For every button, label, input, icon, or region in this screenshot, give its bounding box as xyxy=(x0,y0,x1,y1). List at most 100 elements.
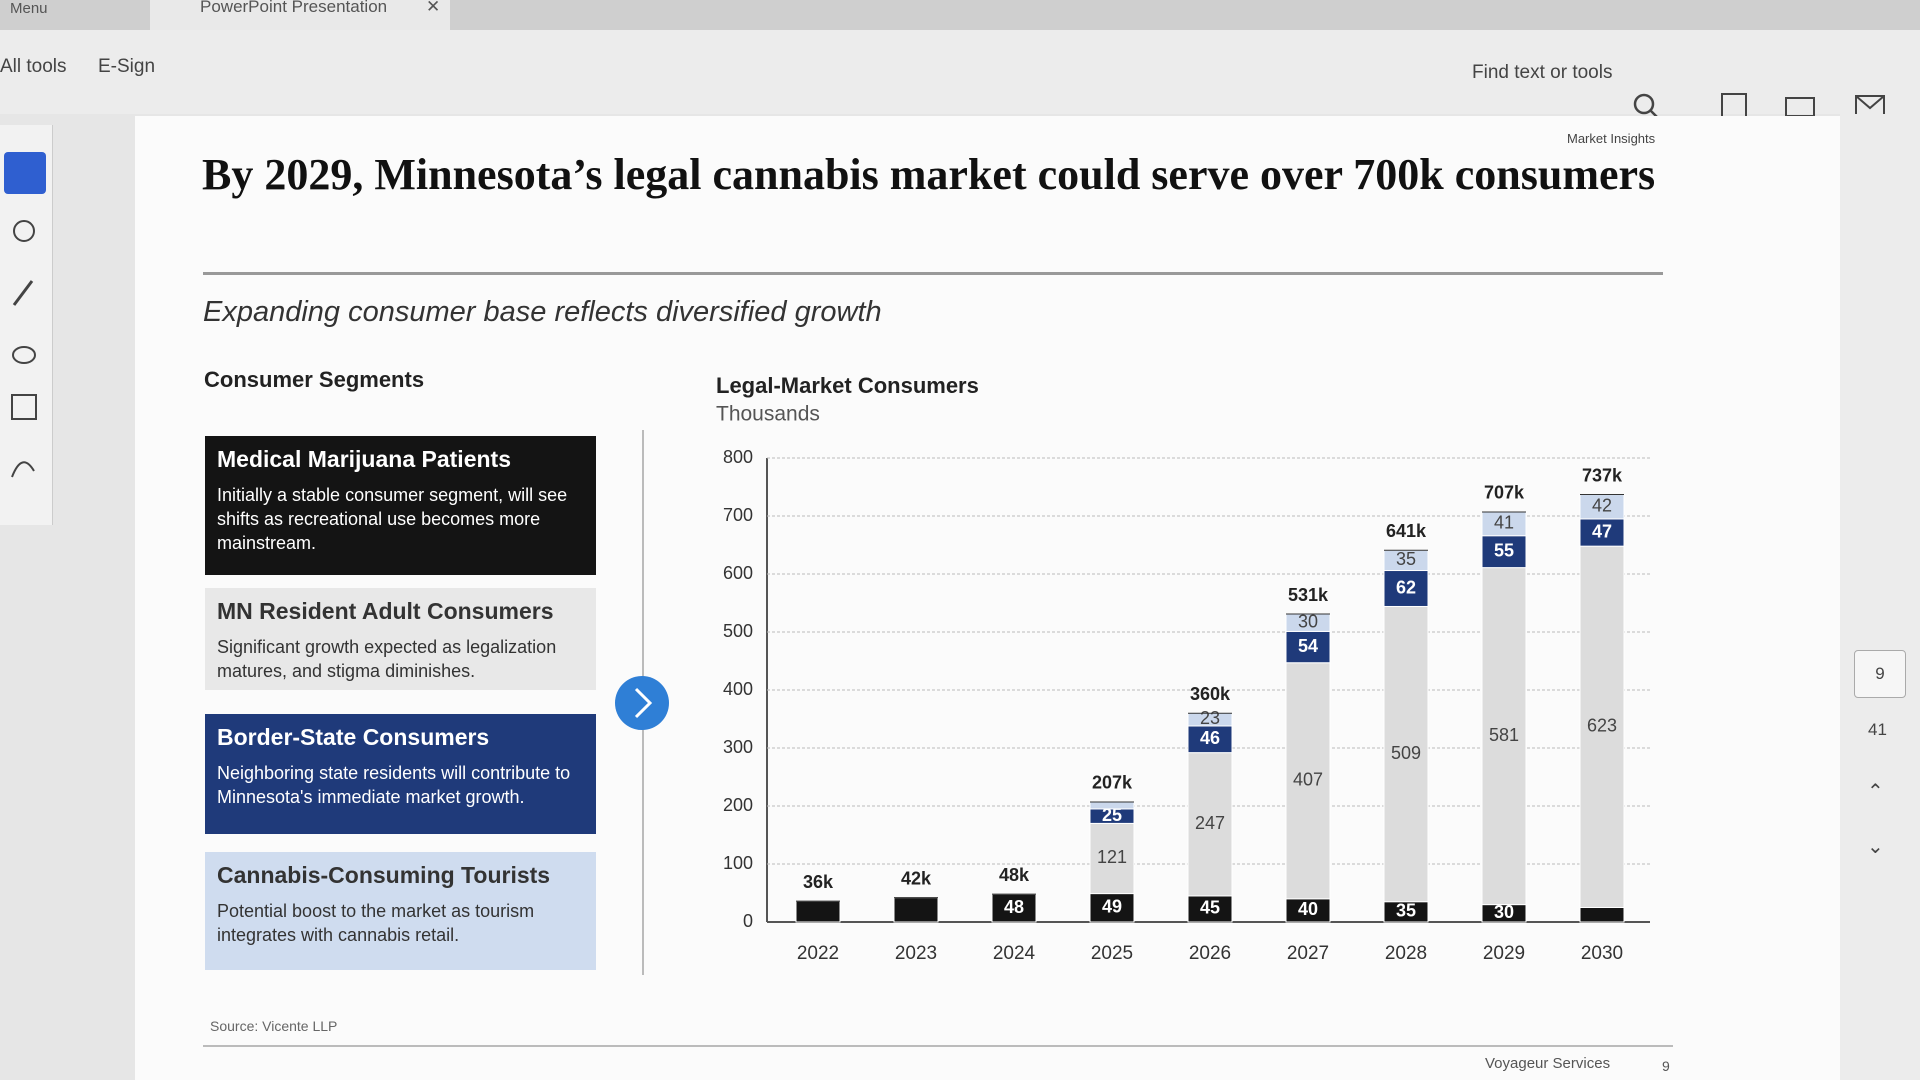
segment-label: 121 xyxy=(1097,847,1127,867)
bar-segment xyxy=(1187,725,1233,754)
segment-text: Initially a stable consumer segment, wil… xyxy=(217,485,568,553)
segment-card: MN Resident Adult Consumers Significant g… xyxy=(205,588,596,690)
tool-icons xyxy=(11,220,37,478)
segment-text: Potential boost to the market as tourism… xyxy=(217,901,535,945)
y-tick-label: 800 xyxy=(723,447,753,467)
title-rule xyxy=(203,272,1663,275)
select-tool[interactable] xyxy=(4,152,46,194)
e-sign[interactable]: E-Sign xyxy=(98,56,156,77)
slide-title: By 2029, Minnesota’s legal cannabis mark… xyxy=(202,150,1656,199)
footer: Voyageur Services xyxy=(1485,1055,1611,1072)
bar-segment xyxy=(1383,605,1429,903)
y-tick-label: 100 xyxy=(723,853,753,873)
bar-segment xyxy=(1089,822,1135,895)
toolbar: All tools E-Sign Find text or tools xyxy=(0,30,1920,119)
segment-title: Cannabis-Consuming Tourists xyxy=(217,862,551,888)
y-tick-label: 0 xyxy=(743,911,753,931)
x-tick-label: 2027 xyxy=(1287,943,1329,964)
slide-page-number: 9 xyxy=(1662,1058,1670,1074)
x-tick-label: 2026 xyxy=(1189,943,1231,964)
bar-segment xyxy=(893,897,939,923)
page-input[interactable]: 9 xyxy=(1854,650,1906,698)
segment-label: 62 xyxy=(1396,577,1416,597)
segment-label: 581 xyxy=(1489,725,1519,745)
segment-title: Border-State Consumers xyxy=(217,724,490,750)
segment-label: 47 xyxy=(1592,521,1612,541)
y-tick-label: 600 xyxy=(723,563,753,583)
y-tick-label: 300 xyxy=(723,737,753,757)
menu[interactable]: Menu xyxy=(10,0,48,17)
segment-label: 41 xyxy=(1494,513,1514,533)
y-tick-label: 200 xyxy=(723,795,753,815)
segment-label: 407 xyxy=(1293,770,1323,790)
slide-tag: Market Insights xyxy=(1567,131,1656,146)
segment-label: 55 xyxy=(1494,540,1514,560)
segment-label: 35 xyxy=(1396,901,1416,921)
bar-segment xyxy=(991,893,1037,923)
total-label: 641k xyxy=(1386,521,1427,541)
segment-label: 54 xyxy=(1298,636,1318,656)
segment-label: 42 xyxy=(1592,495,1612,515)
next-page[interactable]: ⌄ xyxy=(1867,836,1884,858)
y-tick-label: 700 xyxy=(723,505,753,525)
x-tick-label: 2029 xyxy=(1483,943,1525,964)
total-label: 531k xyxy=(1288,585,1329,605)
search[interactable]: Find text or tools xyxy=(1472,62,1613,83)
total-label: 207k xyxy=(1092,773,1133,793)
bar-segment xyxy=(1579,494,1625,520)
y-tick-label: 500 xyxy=(723,621,753,641)
total-label: 48k xyxy=(999,865,1030,885)
prev-page[interactable]: ⌃ xyxy=(1867,781,1884,803)
all-tools[interactable]: All tools xyxy=(0,56,67,77)
toolbar-icons xyxy=(1633,93,1885,119)
segment-label: 30 xyxy=(1494,902,1514,922)
right-panel: 9 41 ⌃ ⌄ xyxy=(1840,114,1920,1080)
segments-heading: Consumer Segments xyxy=(204,367,425,392)
footer-rule xyxy=(203,1045,1673,1047)
segment-label: 35 xyxy=(1396,549,1416,569)
x-tick-label: 2023 xyxy=(895,943,937,964)
bar-segment xyxy=(1285,662,1331,900)
segment-title: MN Resident Adult Consumers xyxy=(217,598,554,624)
left-tools xyxy=(0,125,53,525)
x-tick-label: 2028 xyxy=(1385,943,1427,964)
bar-segment xyxy=(1187,712,1233,727)
slide-subtitle: Expanding consumer base reflects diversi… xyxy=(203,296,882,328)
segment-title: Medical Marijuana Patients xyxy=(217,446,511,472)
bar-segment xyxy=(1579,518,1625,547)
tab-bar: Menu PowerPoint Presentation ✕ xyxy=(0,0,1920,30)
x-tick-label: 2022 xyxy=(797,943,839,964)
segment-text: Significant growth expected as legalizat… xyxy=(217,637,557,681)
bar-segment xyxy=(1481,535,1527,569)
segment-card: Medical Marijuana Patients Initially a st… xyxy=(205,436,596,575)
chart-subtitle: Thousands xyxy=(716,403,820,426)
total-label: 36k xyxy=(803,872,834,892)
arrow-button xyxy=(615,676,669,730)
chart-title: Legal-Market Consumers xyxy=(716,373,979,398)
bar-segment xyxy=(1089,893,1135,923)
chart: Legal-Market Consumers Thousands 0 100 200… xyxy=(716,373,1650,964)
x-tick-label: 2025 xyxy=(1091,943,1133,964)
total-label: 42k xyxy=(901,868,932,888)
segment-label: 45 xyxy=(1200,898,1220,918)
segment-label: 46 xyxy=(1200,728,1220,748)
total-label: 360k xyxy=(1190,684,1231,704)
y-tick-label: 400 xyxy=(723,679,753,699)
segment-label: 509 xyxy=(1391,743,1421,763)
segment-label: 49 xyxy=(1102,897,1122,917)
segment-card: Cannabis-Consuming Tourists Potential boo… xyxy=(205,852,596,970)
bar-segment xyxy=(1383,570,1429,607)
segment-label: 623 xyxy=(1587,716,1617,736)
segment-label: 23 xyxy=(1200,708,1220,728)
segment-card: Border-State Consumers Neighboring state … xyxy=(205,714,596,834)
bar-segment xyxy=(1187,895,1233,923)
source: Source: Vicente LLP xyxy=(210,1018,338,1034)
bar-segment xyxy=(1187,752,1233,897)
document-tab[interactable]: PowerPoint Presentation ✕ xyxy=(150,0,450,30)
total-label: 737k xyxy=(1582,465,1623,485)
bar-segment xyxy=(1481,567,1527,906)
tab-close[interactable]: ✕ xyxy=(426,0,441,16)
total-label: 707k xyxy=(1484,483,1525,503)
bar-segment xyxy=(1579,907,1625,923)
